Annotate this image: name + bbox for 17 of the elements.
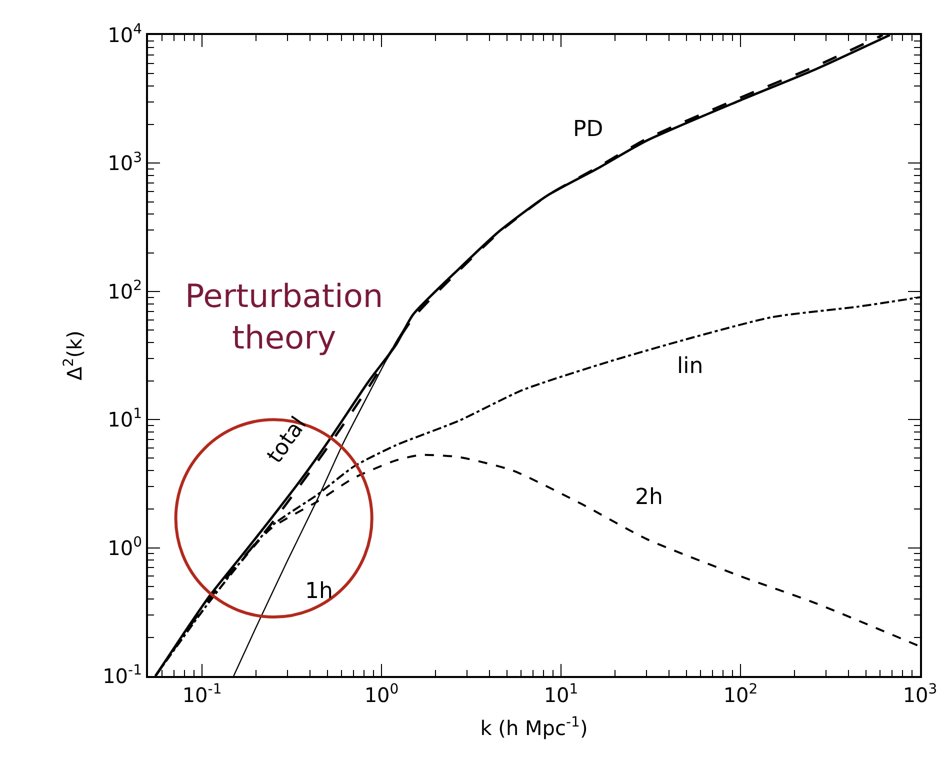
series-label: 2h <box>635 485 663 510</box>
y-tick-label: 10$^{-1}$ <box>102 662 142 688</box>
annotation: Perturbation theory <box>185 277 384 357</box>
x-tick-label: 10$^{0}$ <box>364 682 399 707</box>
y-tick-label: 10$^{2}$ <box>108 278 142 304</box>
x-tick-label: 10$^{-1}$ <box>182 682 222 707</box>
x-tick-label: 10$^{1}$ <box>544 682 578 707</box>
series-label: 1h <box>305 579 333 604</box>
y-tick-label: 10$^{0}$ <box>108 534 142 560</box>
y-tick-label: 10$^{4}$ <box>108 22 142 47</box>
y-tick-label: 10$^{1}$ <box>108 406 142 432</box>
x-axis-title: k (h Mpc$^{-1}$) <box>480 714 588 740</box>
series-label: lin <box>677 354 704 379</box>
x-tick-label: 10$^{2}$ <box>723 682 758 707</box>
y-tick-label: 10$^{3}$ <box>108 150 142 176</box>
series-label: PD <box>573 117 604 142</box>
x-tick-label: 10$^{3}$ <box>902 682 938 707</box>
